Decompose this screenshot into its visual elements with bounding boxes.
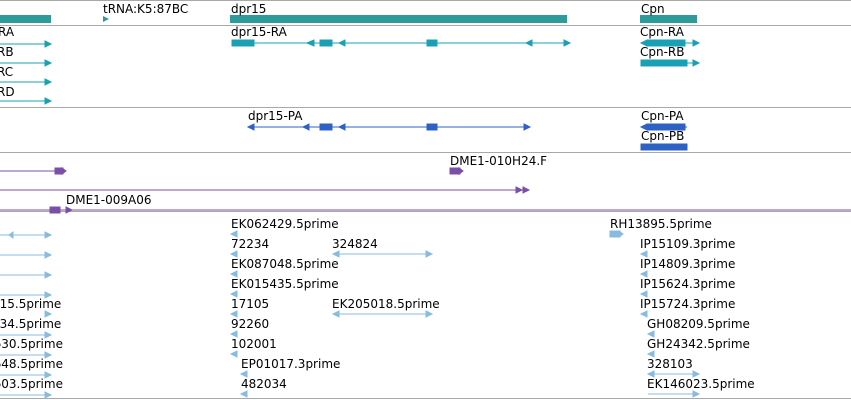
transcript-label-cpn-rb[interactable]: Cpn-RB: [640, 45, 685, 59]
est-label-ek205018[interactable]: EK205018.5prime: [332, 297, 440, 311]
est-center-column[interactable]: [229, 230, 434, 398]
est-label-ek087048[interactable]: EK087048.5prime: [231, 257, 339, 271]
track-separator-genes: [0, 25, 851, 26]
gene-bar-cpn[interactable]: [640, 15, 697, 23]
est-label-ip15109[interactable]: IP15109.3prime: [640, 237, 736, 251]
transcript-label-ra-clipped[interactable]: RA: [0, 25, 15, 39]
gene-label-dpr15[interactable]: dpr15: [231, 2, 267, 16]
est-left-column[interactable]: [0, 231, 53, 399]
est-label-ip15624[interactable]: IP15624.3prime: [640, 277, 736, 291]
transcript-label-rb-clipped[interactable]: RB: [0, 45, 14, 59]
est-label-left-1[interactable]: 334.5prime: [0, 317, 62, 331]
track-separator-transcripts: [0, 107, 851, 108]
gene-label-trna[interactable]: tRNA:K5:87BC: [103, 2, 189, 16]
transcript-label-dpr15-ra[interactable]: dpr15-RA: [231, 25, 287, 39]
gene-label-cpn[interactable]: Cpn: [641, 2, 665, 16]
est-label-72234[interactable]: 72234: [231, 237, 270, 251]
track-separator-top: [0, 0, 851, 1]
protein-label-dpr15-pa[interactable]: dpr15-PA: [248, 109, 303, 123]
est-label-gh08209[interactable]: GH08209.5prime: [647, 317, 750, 331]
transcript-label-cpn-ra[interactable]: Cpn-RA: [640, 25, 684, 39]
est-label-102001[interactable]: 102001: [231, 337, 277, 351]
protein-dpr15-pa[interactable]: [246, 123, 532, 131]
est-label-328103[interactable]: 328103: [647, 357, 693, 371]
track-separator-bottom: [0, 398, 851, 399]
gene-bar-left[interactable]: [0, 15, 51, 23]
est-label-rh13895[interactable]: RH13895.5prime: [610, 217, 712, 231]
est-label-17105[interactable]: 17105: [231, 297, 270, 311]
protein-label-cpn-pb[interactable]: Cpn-PB: [641, 129, 685, 143]
est-label-ek015435[interactable]: EK015435.5prime: [231, 277, 339, 291]
trna-gene-marker[interactable]: [103, 16, 109, 22]
est-label-92260[interactable]: 92260: [231, 317, 270, 331]
est-label-left-4[interactable]: 4603.5prime: [0, 377, 63, 391]
clone-features[interactable]: [0, 167, 851, 214]
est-label-324824[interactable]: 324824: [332, 237, 378, 251]
gene-bar-dpr15[interactable]: [230, 15, 567, 23]
est-label-gh24342[interactable]: GH24342.5prime: [647, 337, 750, 351]
est-label-482034[interactable]: 482034: [241, 377, 287, 391]
est-label-left-3[interactable]: 3648.5prime: [0, 357, 63, 371]
transcript-dpr15-ra[interactable]: [231, 39, 572, 47]
est-right-column[interactable]: [609, 230, 701, 398]
est-label-ek146023[interactable]: EK146023.5prime: [647, 377, 755, 391]
est-label-left-2[interactable]: 3630.5prime: [0, 337, 63, 351]
est-label-ip14809[interactable]: IP14809.3prime: [640, 257, 736, 271]
clone-label-dme1-010h24[interactable]: DME1-010H24.F: [450, 154, 548, 168]
track-separator-clones: [0, 211, 851, 212]
est-label-ep01017[interactable]: EP01017.3prime: [241, 357, 341, 371]
protein-cpn[interactable]: [639, 123, 688, 151]
clone-label-dme1-009a06[interactable]: DME1-009A06: [66, 193, 152, 207]
est-label-ip15724[interactable]: IP15724.3prime: [640, 297, 736, 311]
track-separator-proteins: [0, 152, 851, 153]
est-label-left-0[interactable]: 115.5prime: [0, 297, 62, 311]
transcripts-left-clipped[interactable]: [0, 40, 53, 105]
protein-label-cpn-pa[interactable]: Cpn-PA: [641, 109, 684, 123]
transcript-cpn[interactable]: [639, 39, 701, 67]
est-label-ek062429[interactable]: EK062429.5prime: [231, 217, 339, 231]
transcript-label-rd-clipped[interactable]: RD: [0, 85, 15, 99]
transcript-label-rc-clipped[interactable]: RC: [0, 65, 14, 79]
